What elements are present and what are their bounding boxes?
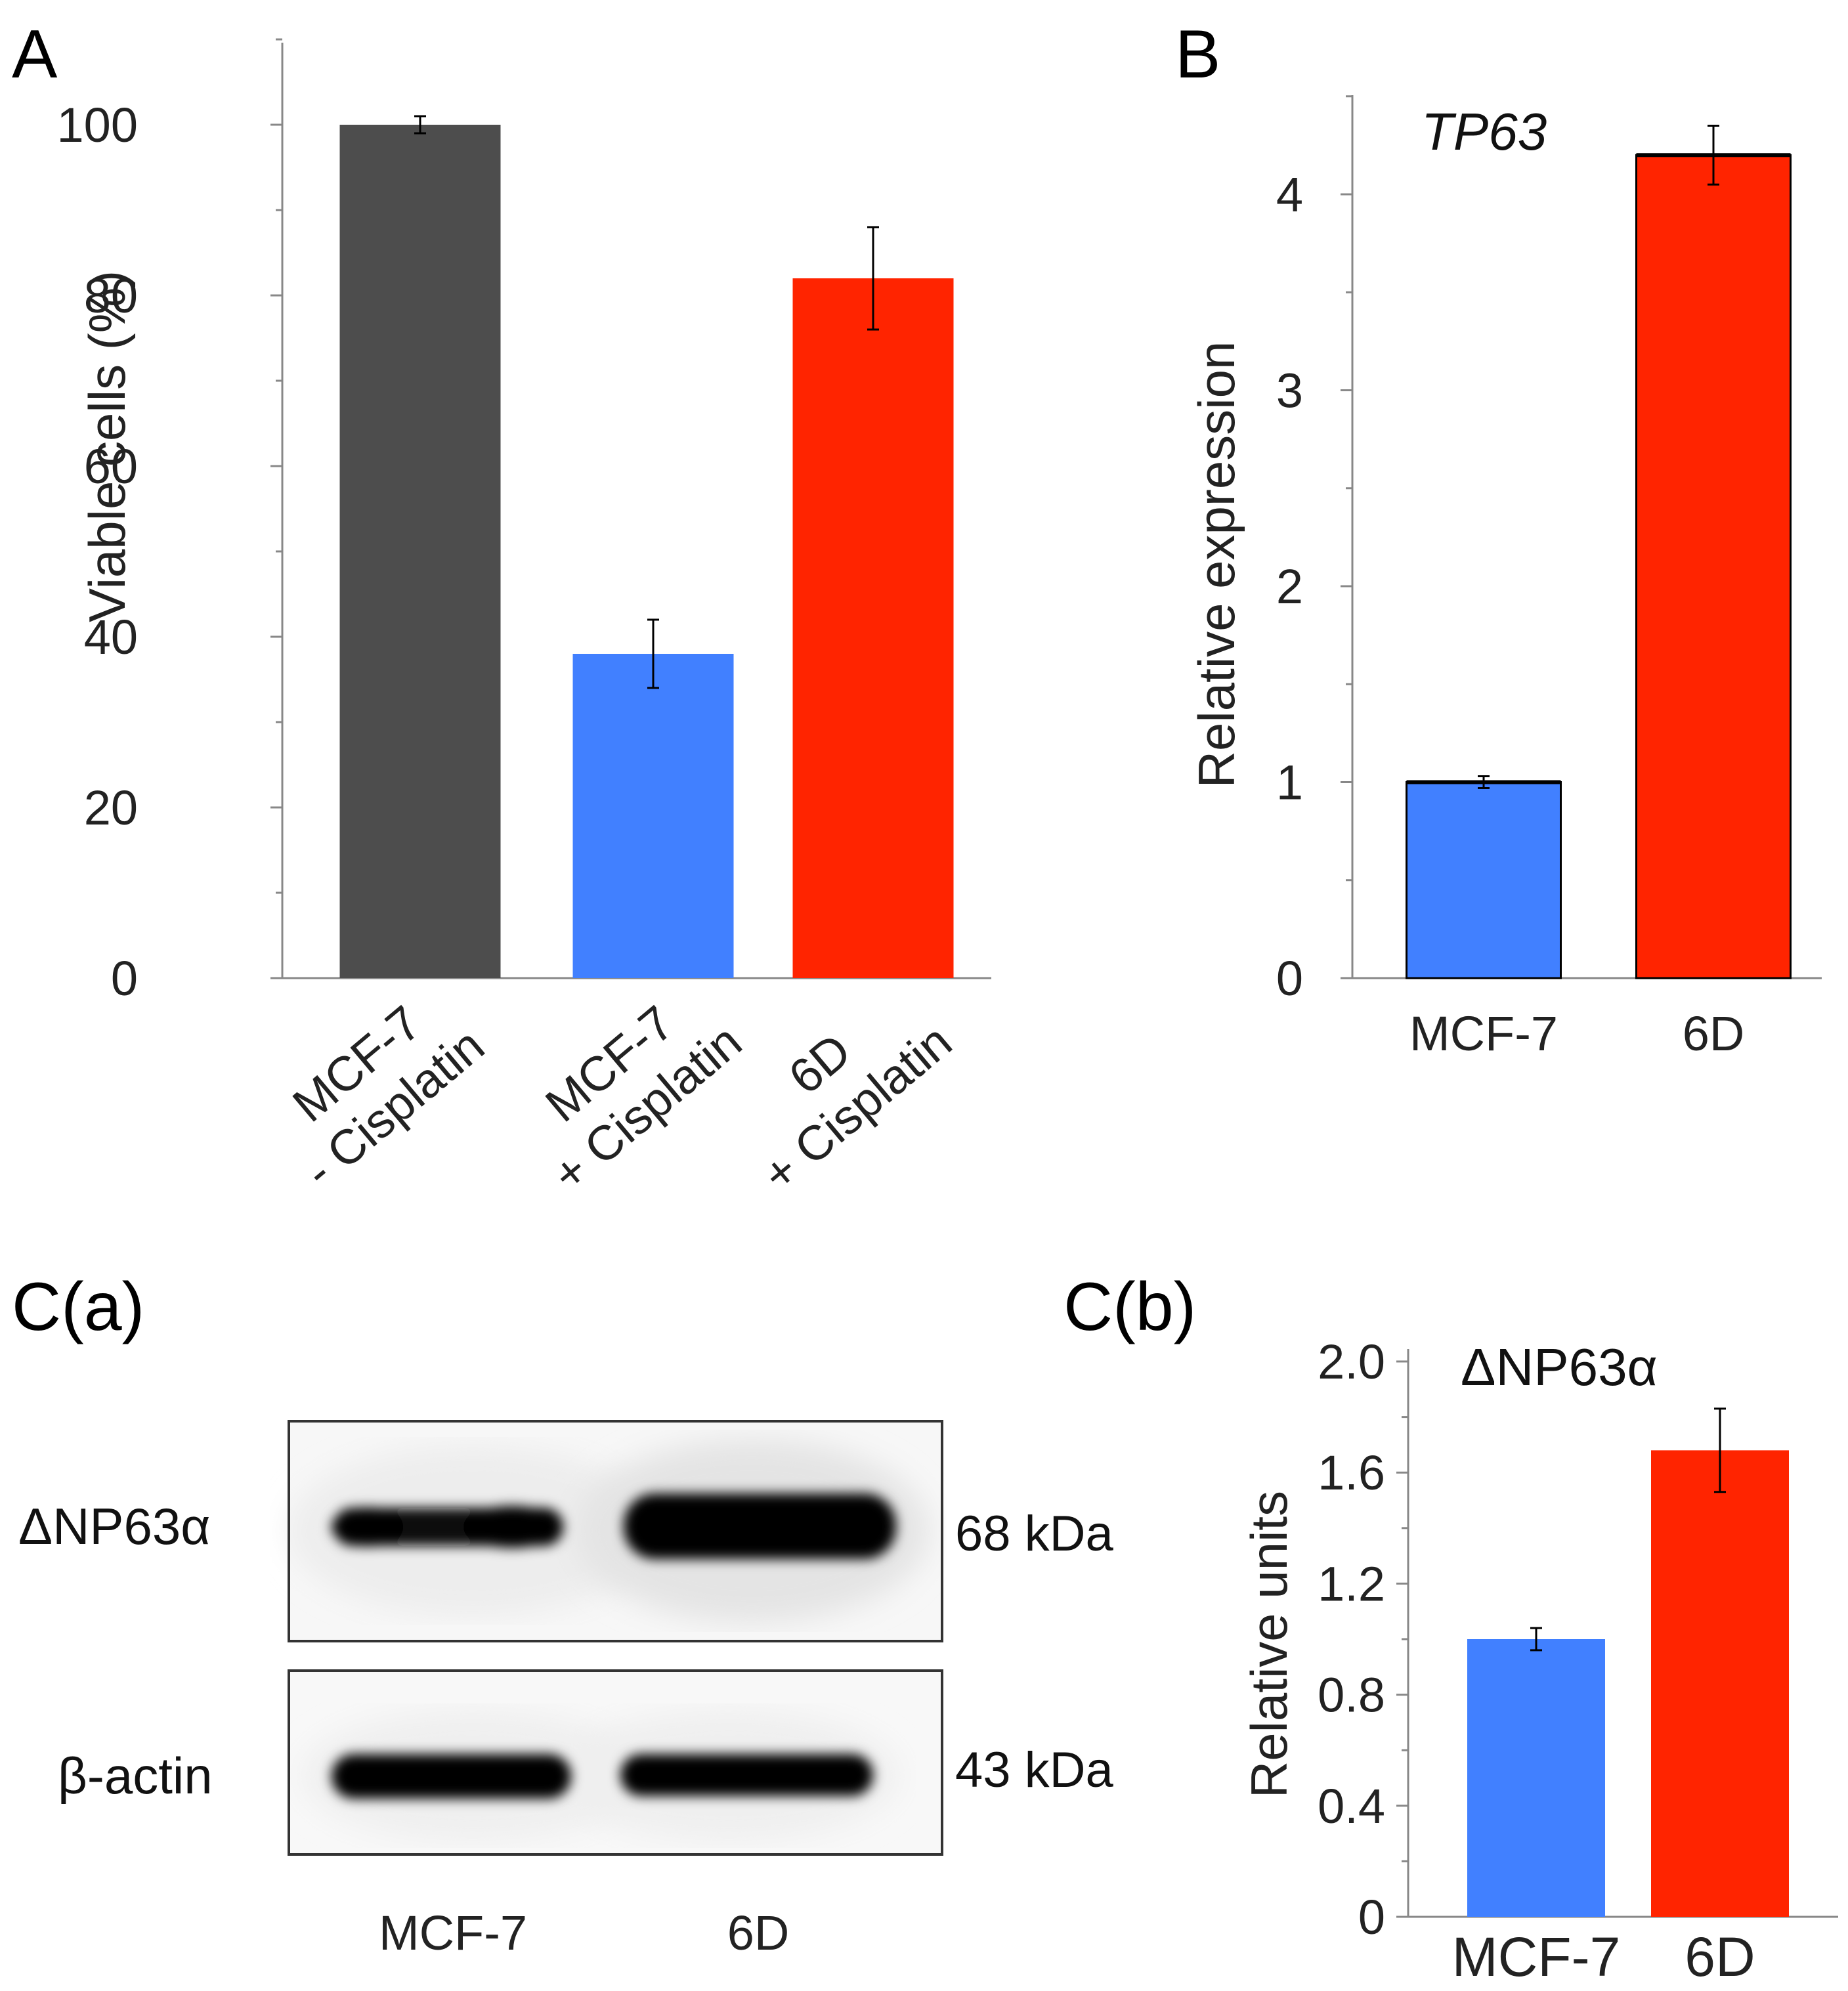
y-axis-title: Viable cells (%) bbox=[78, 270, 136, 622]
bar bbox=[792, 278, 954, 978]
blot-membrane-dnp63a bbox=[288, 1420, 943, 1642]
y-tick-label: 1 bbox=[1276, 756, 1303, 810]
bar bbox=[1467, 1639, 1605, 1917]
band-dnp63a-6d bbox=[624, 1493, 896, 1559]
category-label: MCF-7- Cisplatin bbox=[257, 974, 494, 1198]
y-axis-title: Relative units bbox=[1240, 1491, 1298, 1798]
category-label: 6D+ Cisplatin bbox=[715, 970, 962, 1202]
category-label-line: + Cisplatin bbox=[752, 1014, 962, 1202]
y-tick-label: 1.2 bbox=[1318, 1556, 1385, 1611]
panel-label-ca: C(a) bbox=[12, 1269, 144, 1345]
bar bbox=[1651, 1450, 1789, 1917]
chart-a-viable-cells: 0 20 40 60 80 100 Viable cells (%) MCF-7- Cispl… bbox=[57, 38, 991, 1202]
y-tick-label: 80 bbox=[84, 268, 138, 323]
bar bbox=[339, 125, 501, 978]
y-tick-label: 2 bbox=[1276, 559, 1303, 614]
chart-b-tp63-expression: 0 1 2 3 4 Relative expression TP63 MCF-7 6D bbox=[1188, 95, 1822, 1061]
blot-row-label-dnp63a: ΔNP63α bbox=[18, 1497, 210, 1555]
category-label: MCF-7 bbox=[1452, 1926, 1621, 1988]
y-tick-label: 20 bbox=[84, 781, 138, 835]
y-tick-label: 0.8 bbox=[1318, 1668, 1385, 1723]
y-tick-label: 2.0 bbox=[1318, 1335, 1385, 1389]
blot-size-68kda: 68 kDa bbox=[955, 1506, 1114, 1562]
category-label: MCF-7 bbox=[1409, 1006, 1558, 1061]
y-tick-label: 0 bbox=[1358, 1890, 1385, 1944]
blot-row-label-bactin: β-actin bbox=[58, 1747, 213, 1805]
band-bactin-6d bbox=[620, 1754, 873, 1796]
y-axis-title: Relative expression bbox=[1188, 341, 1245, 788]
chart-cb-dnp63a-units: 0 0.4 0.8 1.2 1.6 2.0 Relative units ΔNP63α MCF-… bbox=[1240, 1335, 1838, 1988]
blot-lane-label-mcf7: MCF-7 bbox=[379, 1906, 527, 1960]
panel-label-a: A bbox=[12, 16, 58, 93]
category-label: 6D bbox=[1685, 1926, 1755, 1988]
y-tick-label: 0 bbox=[111, 951, 138, 1006]
blot-size-43kda: 43 kDa bbox=[955, 1742, 1114, 1798]
y-tick-label: 3 bbox=[1276, 364, 1303, 418]
western-blot: ΔNP63α β-actin 68 kDa 43 kDa MCF-7 6D bbox=[18, 1420, 1114, 1960]
bar bbox=[572, 654, 734, 978]
chart-title: TP63 bbox=[1421, 102, 1547, 161]
bar bbox=[1406, 781, 1562, 979]
bar bbox=[1635, 154, 1792, 979]
y-tick-label: 60 bbox=[84, 439, 138, 494]
panel-label-cb: C(b) bbox=[1064, 1269, 1196, 1345]
blot-lane-label-6d: 6D bbox=[727, 1906, 790, 1960]
y-tick-label: 100 bbox=[57, 98, 138, 152]
y-tick-label: 0.4 bbox=[1318, 1779, 1385, 1833]
band-bactin-mcf7 bbox=[332, 1754, 571, 1799]
y-tick-label: 0 bbox=[1276, 951, 1303, 1006]
y-tick-label: 40 bbox=[84, 610, 138, 664]
category-label: MCF-7+ Cisplatin bbox=[505, 970, 752, 1202]
y-tick-label: 4 bbox=[1276, 167, 1303, 222]
blot-membrane-bactin bbox=[288, 1669, 943, 1856]
category-label: 6D bbox=[1683, 1006, 1745, 1061]
chart-title: ΔNP63α bbox=[1461, 1338, 1658, 1396]
y-tick-label: 1.6 bbox=[1318, 1445, 1385, 1500]
panel-label-b: B bbox=[1175, 16, 1220, 93]
